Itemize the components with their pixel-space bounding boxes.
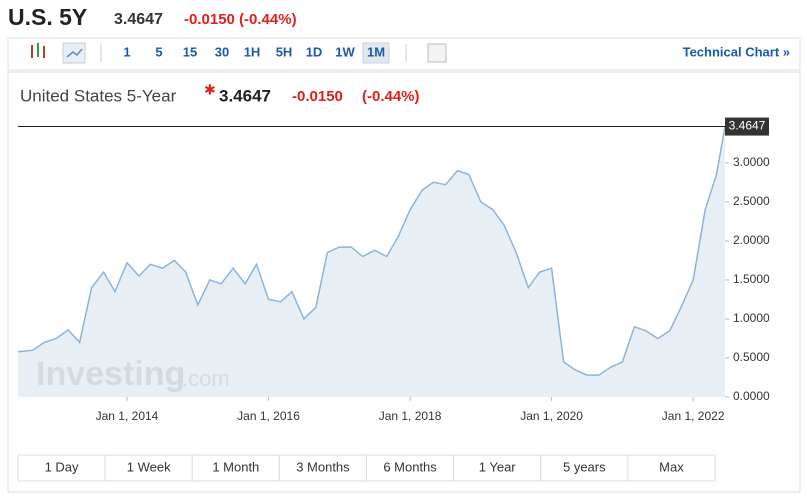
range-button[interactable] xyxy=(366,454,455,482)
chart-price: 3.4647 xyxy=(219,86,271,105)
x-tick-label: Jan 1, 2022 xyxy=(662,409,725,423)
range-button[interactable] xyxy=(104,454,193,482)
range-button[interactable] xyxy=(540,454,629,482)
interval-button[interactable]: 5 xyxy=(155,44,162,59)
last-price-box xyxy=(725,117,769,136)
candle-icon xyxy=(31,43,45,58)
interval-button[interactable]: 1D xyxy=(306,44,323,59)
y-tick-label: 3.0000 xyxy=(733,155,770,169)
last-price-label: 3.4647 xyxy=(729,119,766,133)
range-button-label[interactable]: 1 Day xyxy=(45,459,79,474)
x-tick-label: Jan 1, 2018 xyxy=(379,409,442,423)
chart-title: United States 5-Year xyxy=(20,86,177,105)
range-button[interactable] xyxy=(278,454,367,482)
range-button-label[interactable]: 5 years xyxy=(563,459,606,474)
technical-chart-link[interactable]: Technical Chart » xyxy=(683,44,790,59)
range-button-label[interactable]: Max xyxy=(659,459,684,474)
interval-button[interactable]: 1H xyxy=(244,44,261,59)
toolbar xyxy=(7,37,801,71)
y-tick-label: 1.5000 xyxy=(733,272,770,286)
plot: Investing.com0.00000.50001.00001.50002.0… xyxy=(17,117,770,423)
y-tick-label: 2.0000 xyxy=(733,233,770,247)
interval-button[interactable]: 5H xyxy=(276,44,293,59)
range-button[interactable] xyxy=(627,454,716,482)
interval-button[interactable]: 1M xyxy=(367,44,385,59)
header-change: -0.0150 (-0.44%) xyxy=(184,11,297,28)
chart-change: -0.0150 xyxy=(292,88,343,105)
y-tick-label: 0.5000 xyxy=(733,350,770,364)
y-tick-label: 1.0000 xyxy=(733,311,770,325)
range-button-label[interactable]: 1 Week xyxy=(127,459,171,474)
line-icon-glyph xyxy=(66,48,83,58)
x-tick-label: Jan 1, 2020 xyxy=(520,409,583,423)
live-marker: ✱ xyxy=(204,82,216,98)
interval-button[interactable]: 1W xyxy=(335,44,355,59)
range-button-label[interactable]: 6 Months xyxy=(383,459,437,474)
interval-button[interactable]: 15 xyxy=(183,44,197,59)
y-tick-label: 2.5000 xyxy=(733,194,770,208)
x-tick-label: Jan 1, 2014 xyxy=(96,409,159,423)
controls: 1 5 15 30 1H 5H 1D 1W 1M1 Day 1 Week 1 Month 3 Mont… xyxy=(17,42,716,482)
x-tick-label: Jan 1, 2016 xyxy=(237,409,300,423)
range-button-label[interactable]: 1 Year xyxy=(479,459,517,474)
header-price: 3.4647 xyxy=(114,11,163,28)
range-button-label[interactable]: 1 Month xyxy=(212,459,259,474)
chart-change-percent: (-0.44%) xyxy=(362,88,420,105)
area xyxy=(18,126,725,397)
active-interval-bg xyxy=(362,42,390,64)
calendar-icon[interactable] xyxy=(427,43,447,63)
range-button[interactable] xyxy=(191,454,280,482)
range-button-label[interactable]: 3 Months xyxy=(296,459,350,474)
range-button[interactable] xyxy=(17,454,106,482)
interval-button[interactable]: 1 xyxy=(123,44,130,59)
y-tick-label: 0.0000 xyxy=(733,389,770,403)
symbol: U.S. 5Y xyxy=(8,4,87,30)
interval-button[interactable]: 30 xyxy=(215,44,229,59)
line xyxy=(17,126,726,376)
